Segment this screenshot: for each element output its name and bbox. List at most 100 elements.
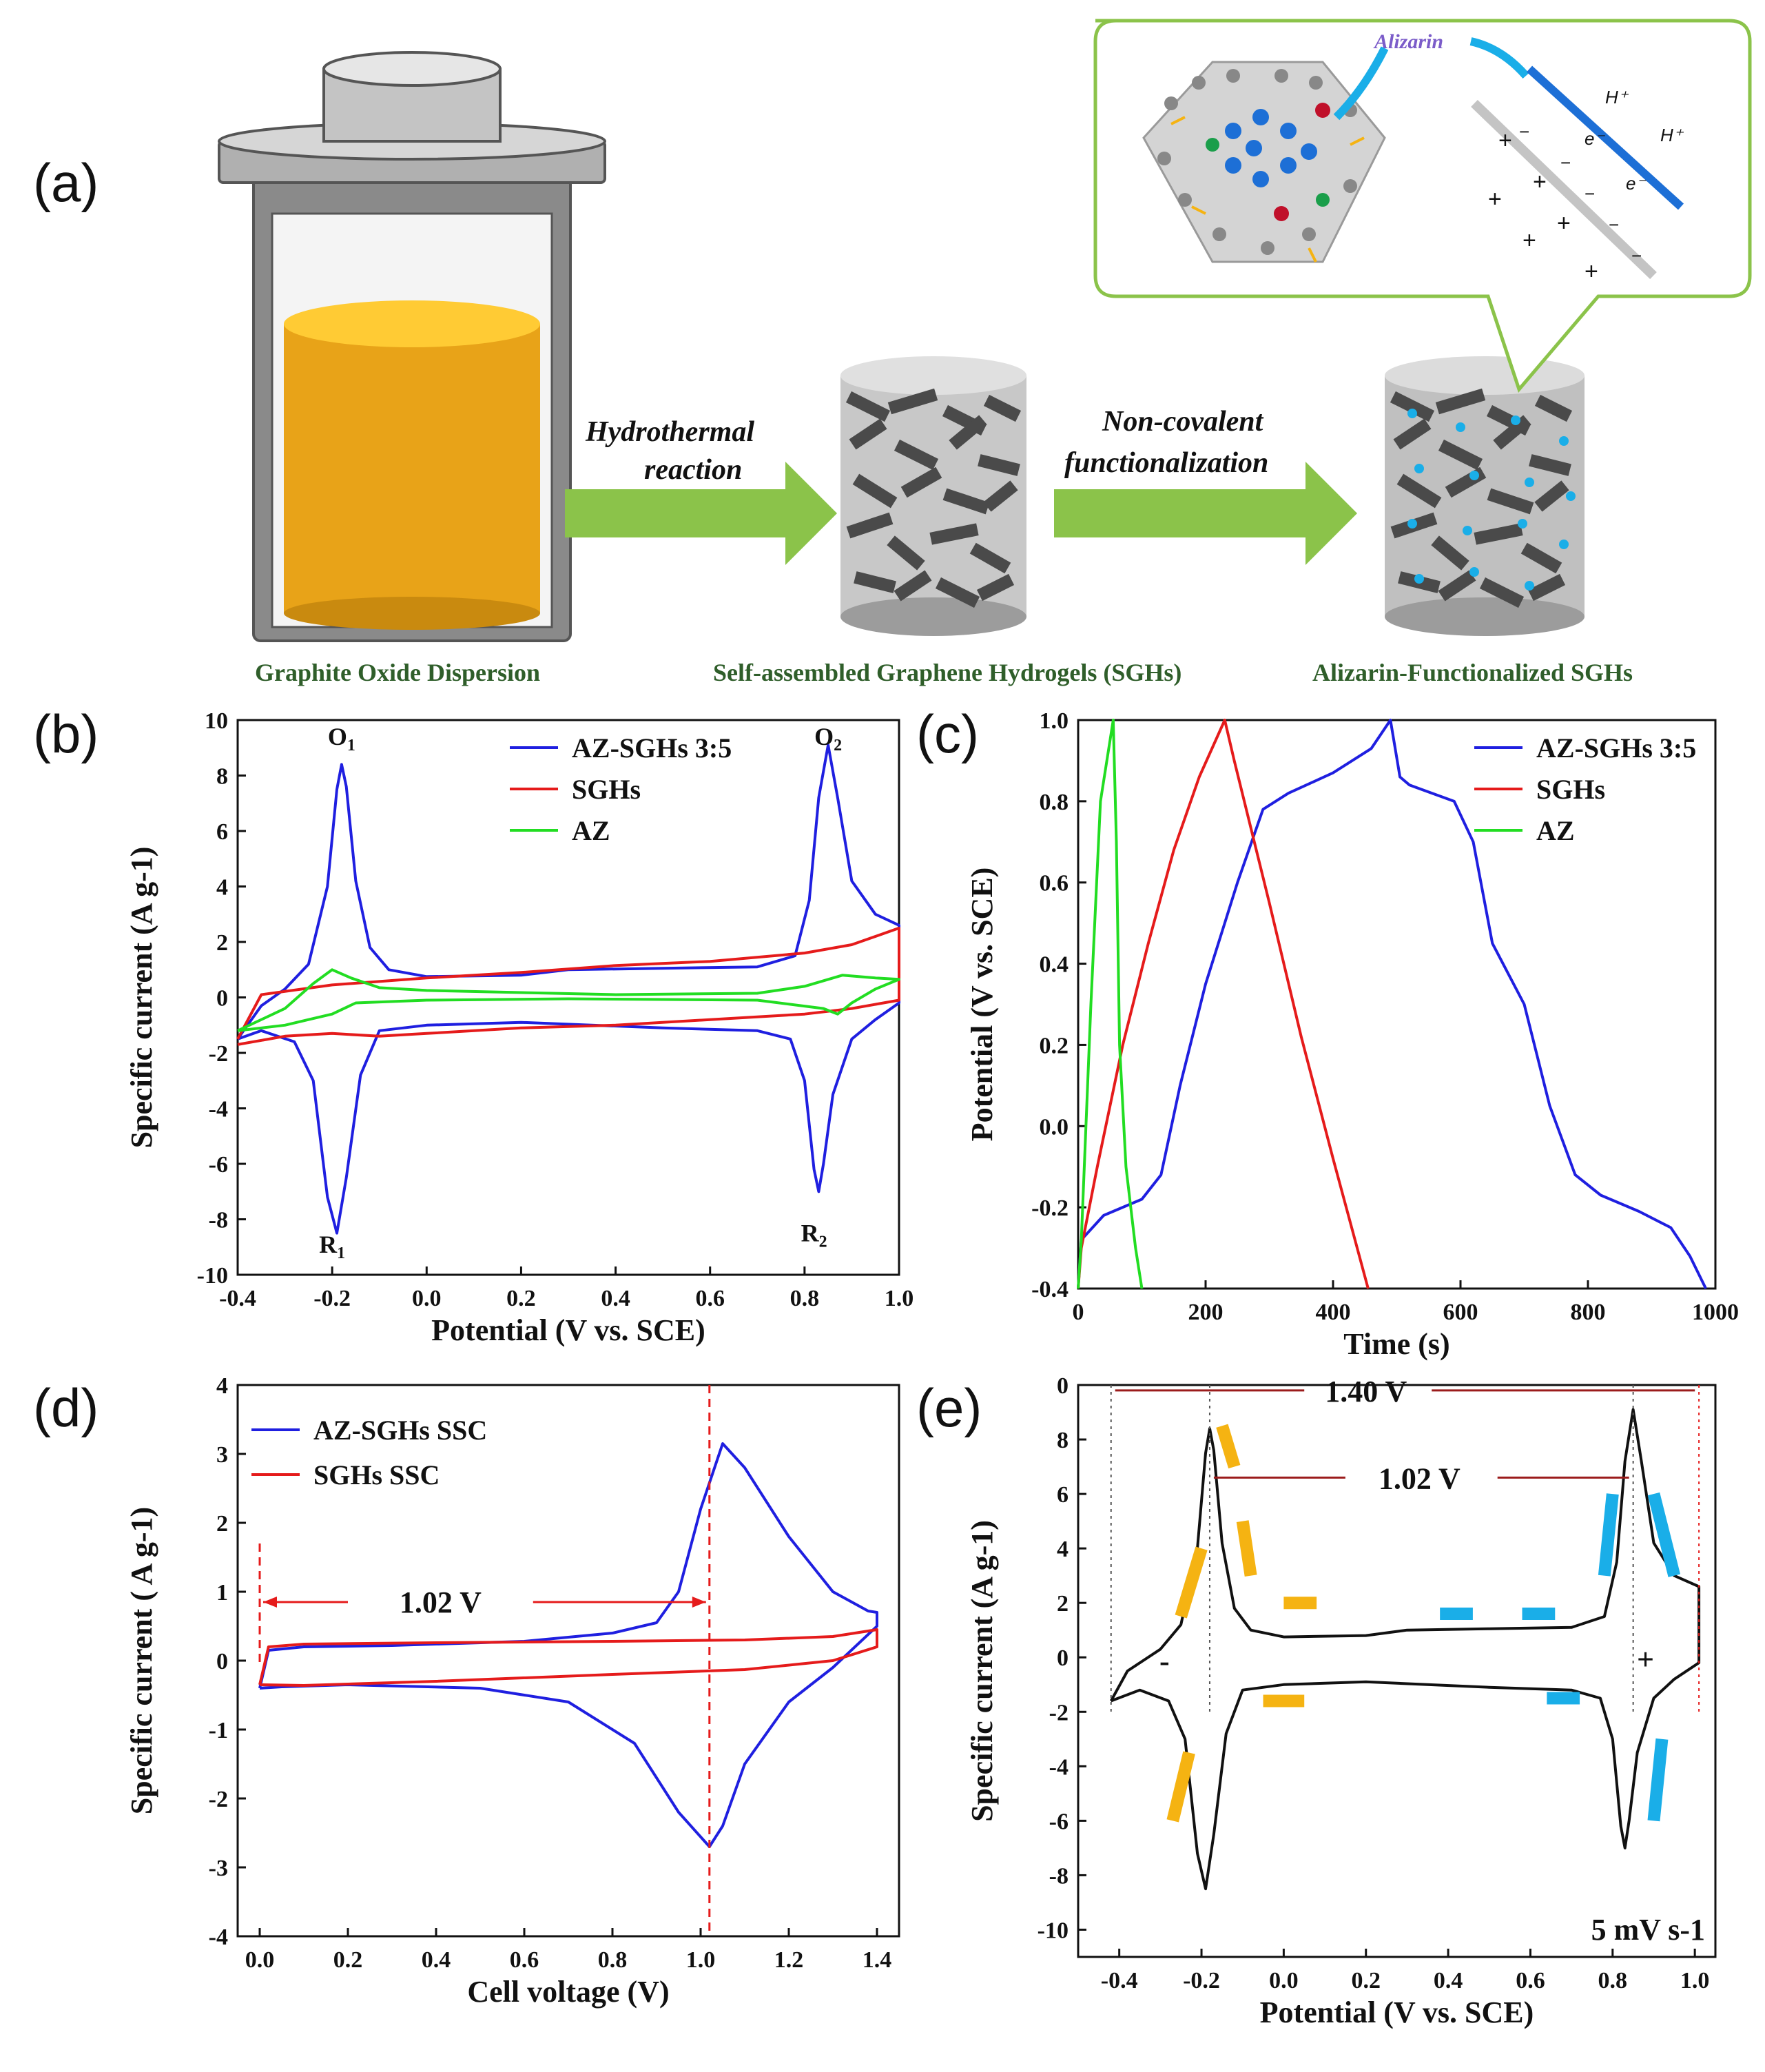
y-axis-label: Potential (V vs. SCE) xyxy=(965,868,999,1142)
span-140-label: 1.40 V xyxy=(1325,1375,1407,1408)
series-line-az-sghs-3-5 xyxy=(1077,719,1707,1289)
peak-label: O2 xyxy=(814,723,842,755)
y-tick-label: 4 xyxy=(1057,1537,1069,1562)
x-tick-label: -0.4 xyxy=(1101,1968,1138,1993)
charge-plus: + xyxy=(1585,258,1598,285)
span-label: 1.02 V xyxy=(400,1586,482,1619)
flow-arrow-icon xyxy=(1216,1424,1241,1469)
panel-label-b: (b) xyxy=(33,704,99,764)
peak-label: O1 xyxy=(328,723,355,755)
y-tick-label: 2 xyxy=(1057,1591,1069,1617)
flow-arrow-icon xyxy=(1598,1493,1619,1577)
step1-label: Hydrothermal xyxy=(585,416,754,448)
y-tick-label: -3 xyxy=(209,1856,228,1881)
y-tick-label: 0 xyxy=(1057,1645,1069,1671)
legend-label: SGHs xyxy=(1536,774,1605,805)
legend-label: AZ xyxy=(572,815,610,846)
az-sgh-cylinder xyxy=(1385,356,1585,636)
electron-label: e⁻ xyxy=(1585,128,1605,149)
y-tick-label: 4 xyxy=(216,875,228,901)
charge-minus: − xyxy=(1631,245,1642,266)
panel-label-e: (e) xyxy=(916,1377,982,1438)
series-line-sghs-ssc xyxy=(258,1628,878,1687)
y-tick-label: -4 xyxy=(1049,1754,1069,1780)
y-tick-label: 1.0 xyxy=(1040,708,1069,734)
y-tick-label: 8 xyxy=(1057,1428,1069,1453)
proton-label: H⁺ xyxy=(1660,125,1684,145)
process-arrow-1 xyxy=(565,462,837,565)
y-tick-label: 6 xyxy=(1057,1482,1069,1508)
x-tick-label: 400 xyxy=(1316,1300,1351,1325)
series-line-az xyxy=(237,968,900,1032)
y-axis-label: Specific current (A g-1) xyxy=(125,847,158,1149)
x-tick-label: 0.2 xyxy=(333,1947,363,1973)
legend-label: AZ-SGHs 3:5 xyxy=(572,732,732,763)
y-tick-label: -2 xyxy=(1049,1700,1069,1725)
x-tick-label: 1.0 xyxy=(1680,1968,1710,1993)
legend-label: AZ xyxy=(1536,815,1575,846)
legend-label: AZ-SGHs SSC xyxy=(313,1415,487,1446)
x-tick-label: 0.2 xyxy=(506,1286,536,1311)
y-tick-label: 0.6 xyxy=(1040,871,1069,896)
chart-e: -0.4 -0.2 0.0 0.2 0.4 0.6 0.8 1.0-10-8-6-4-2024… xyxy=(965,1373,1717,2029)
x-tick-label: 800 xyxy=(1571,1300,1606,1325)
y-tick-label: 2 xyxy=(216,930,228,956)
y-tick-label: -6 xyxy=(1049,1809,1069,1834)
alizarin-edge-icon xyxy=(1526,65,1684,210)
sgh-cylinder xyxy=(840,356,1026,636)
x-tick-label: -0.4 xyxy=(219,1286,256,1311)
caption-graphite-oxide: Graphite Oxide Dispersion xyxy=(255,659,540,686)
panel-label-d: (d) xyxy=(33,1377,99,1438)
panel-label-a: (a) xyxy=(33,152,99,213)
x-tick-label: -0.2 xyxy=(1183,1968,1220,1993)
chart-d: 0.0 0.2 0.4 0.6 0.8 1.0 1.2 1.4 -4 -3 -2 -1 0 1 2 3 4 Cel… xyxy=(125,1373,900,2009)
y-tick-label: -0.4 xyxy=(1031,1277,1069,1302)
x-tick-label: 0.4 xyxy=(422,1947,451,1973)
charge-minus: − xyxy=(1585,183,1595,204)
step2b-label: functionalization xyxy=(1064,447,1268,479)
step1b-label: reaction xyxy=(644,454,742,486)
y-tick-label: 1 xyxy=(216,1580,228,1606)
positive-sign: + xyxy=(1637,1643,1654,1676)
x-tick-label: 0.4 xyxy=(1434,1968,1463,1993)
y-tick-label: 0 xyxy=(216,1649,228,1674)
x-axis-label: Cell voltage (V) xyxy=(467,1975,669,2009)
arrowhead-left xyxy=(263,1597,277,1608)
y-tick-label: 10 xyxy=(205,708,228,734)
x-tick-label: 1.0 xyxy=(686,1947,716,1973)
flow-arrow-icon xyxy=(1647,1492,1681,1577)
charge-plus: + xyxy=(1523,227,1536,254)
x-tick-label: 0.8 xyxy=(790,1286,820,1311)
x-tick-label: 0.4 xyxy=(601,1286,630,1311)
charge-plus: + xyxy=(1488,186,1502,212)
caption-az-sghs: Alizarin-Functionalized SGHs xyxy=(1312,659,1633,686)
graphene-sheet-icon xyxy=(1142,61,1386,263)
y-tick-label: 0 xyxy=(216,986,228,1012)
charge-minus: − xyxy=(1560,152,1571,173)
panel-label-c: (c) xyxy=(916,704,979,764)
y-tick-label: -2 xyxy=(209,1041,228,1067)
y-tick-label: 0 xyxy=(1057,1373,1069,1399)
scan-rate-label: 5 mV s-1 xyxy=(1591,1913,1705,1947)
x-tick-label: 600 xyxy=(1443,1300,1478,1325)
y-axis-label: Specific current ( A g-1) xyxy=(125,1507,158,1814)
y-axis-label: Specific current (A g-1) xyxy=(965,1520,999,1822)
charge-plus: + xyxy=(1557,210,1571,236)
electron-label: e⁻ xyxy=(1626,173,1647,194)
flow-arrow-icon xyxy=(1166,1751,1195,1823)
y-tick-label: -6 xyxy=(209,1152,228,1178)
x-tick-label: 0.6 xyxy=(695,1286,725,1311)
alizarin-arrow-right xyxy=(1469,37,1529,79)
x-tick-label: 0.0 xyxy=(412,1286,442,1311)
x-tick-label: -0.2 xyxy=(313,1286,351,1311)
y-tick-label: 0.8 xyxy=(1040,790,1069,815)
legend-label: AZ-SGHs 3:5 xyxy=(1536,732,1696,763)
y-tick-label: -8 xyxy=(209,1208,228,1233)
y-tick-label: 0.0 xyxy=(1040,1114,1069,1140)
series-line-az-sghs-ssc xyxy=(258,1442,878,1848)
series-line-az xyxy=(1077,719,1144,1289)
y-tick-label: -10 xyxy=(1038,1918,1069,1943)
alizarin-arrow-left xyxy=(1333,46,1389,121)
process-arrow-2 xyxy=(1054,462,1357,565)
